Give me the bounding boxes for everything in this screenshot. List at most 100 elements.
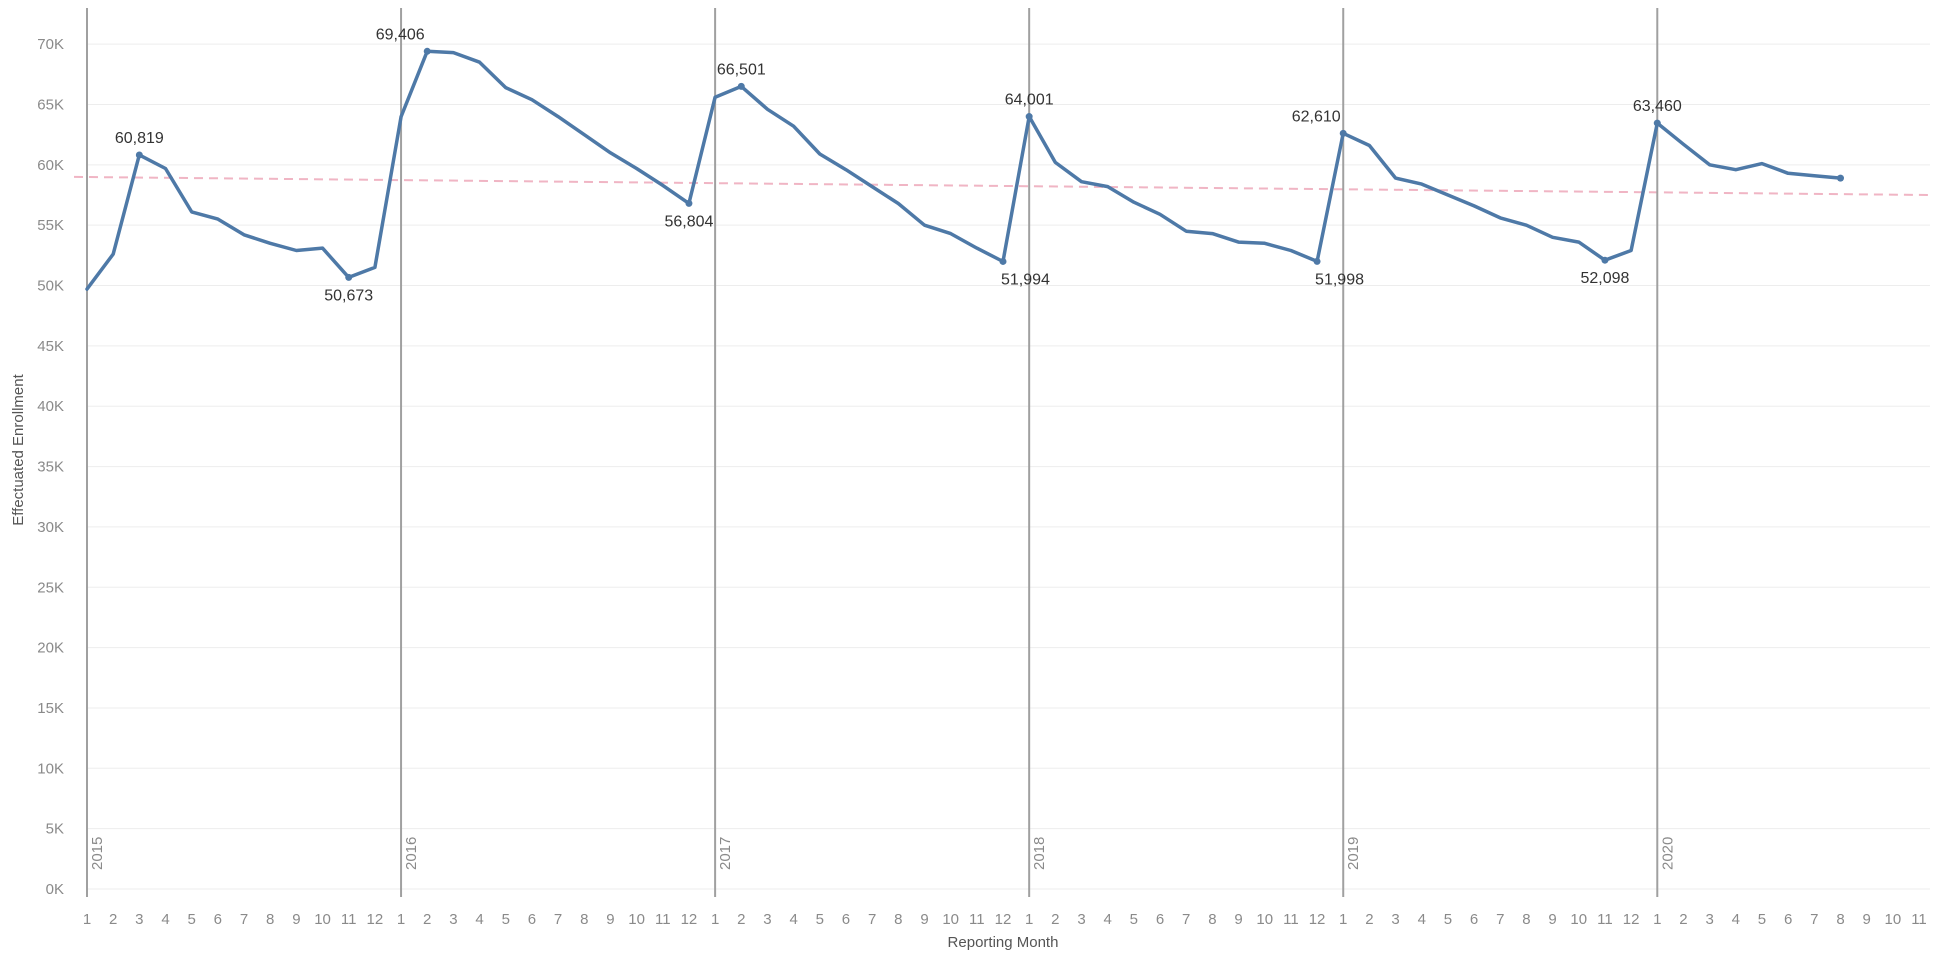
x-tick-label: 9 [292,911,300,928]
x-tick-label: 3 [1077,911,1085,928]
y-tick-label: 60K [37,157,64,174]
data-point [1653,119,1661,127]
x-tick-label: 2 [423,911,431,928]
y-tick-label: 35K [37,459,64,476]
y-tick-label: 5K [46,821,64,838]
x-tick-label: 5 [1130,911,1138,928]
x-tick-label: 2 [737,911,745,928]
x-tick-label: 2 [1365,911,1373,928]
x-tick-label: 4 [789,911,797,928]
y-tick-label: 70K [37,36,64,53]
y-tick-label: 65K [37,96,64,113]
x-tick-label: 11 [1597,911,1613,928]
data-point [685,199,693,207]
year-label: 2016 [403,837,420,870]
x-tick-label: 7 [868,911,876,928]
x-tick-label: 11 [1283,911,1299,928]
x-tick-label: 12 [1309,911,1326,928]
x-tick-label: 9 [1234,911,1242,928]
x-tick-label: 6 [1156,911,1164,928]
x-axis: 1 2 3 4 5 6 7 8 9 10 11 12 1 2 3 4 5 6 7 8 9 10 11 12 1 2 3 4 5 6 7 8 9 1… [83,911,1927,928]
data-label: 64,001 [1005,92,1054,109]
x-tick-label: 9 [606,911,614,928]
x-tick-label: 12 [367,911,384,928]
data-point [345,273,353,281]
x-tick-label: 4 [475,911,483,928]
x-tick-label: 3 [763,911,771,928]
x-tick-label: 4 [1104,911,1112,928]
x-tick-label: 11 [1911,911,1927,928]
x-tick-label: 11 [655,911,671,928]
x-tick-label: 5 [502,911,510,928]
trend-line [73,175,1931,197]
data-label: 60,819 [115,130,164,147]
x-tick-label: 9 [1548,911,1556,928]
y-tick-label: 40K [37,398,64,415]
x-tick-label: 12 [1623,911,1640,928]
gridlines [86,43,1930,890]
x-axis-title: Reporting Month [948,934,1059,951]
x-tick-label: 2 [1679,911,1687,928]
y-tick-label: 55K [37,217,64,234]
x-tick-label: 4 [1418,911,1426,928]
x-tick-label: 4 [1732,911,1740,928]
x-tick-label: 9 [1862,911,1870,928]
data-point [1836,174,1844,182]
x-tick-label: 6 [1470,911,1478,928]
trend-line-layer [73,175,1931,197]
y-tick-label: 0K [46,881,64,898]
x-tick-label: 2 [1051,911,1059,928]
y-tick-label: 25K [37,579,64,596]
data-label: 62,610 [1292,108,1341,125]
data-point [999,257,1007,265]
y-tick-label: 10K [37,760,64,777]
data-label: 66,501 [717,61,766,78]
x-tick-label: 7 [240,911,248,928]
y-tick-label: 20K [37,640,64,657]
x-tick-label: 9 [920,911,928,928]
data-label: 52,098 [1580,270,1629,287]
x-tick-label: 10 [1570,911,1587,928]
data-label: 50,673 [324,287,373,304]
x-tick-label: 6 [214,911,222,928]
x-tick-label: 8 [1208,911,1216,928]
y-tick-label: 30K [37,519,64,536]
x-tick-label: 3 [135,911,143,928]
series-line [85,49,1843,291]
x-tick-label: 4 [161,911,169,928]
x-tick-label: 5 [188,911,196,928]
x-tick-label: 1 [1653,911,1661,928]
x-tick-label: 5 [816,911,824,928]
x-tick-label: 3 [1391,911,1399,928]
x-tick-label: 3 [449,911,457,928]
x-tick-label: 7 [1182,911,1190,928]
x-tick-label: 1 [1339,911,1347,928]
x-tick-label: 6 [842,911,850,928]
x-tick-label: 8 [894,911,902,928]
data-labels: 60,819 50,673 69,406 56,804 66,501 51,994 64,0… [115,26,1682,304]
x-tick-label: 11 [969,911,985,928]
data-point [1339,129,1347,137]
x-tick-label: 12 [995,911,1012,928]
x-tick-label: 2 [109,911,117,928]
x-tick-label: 8 [266,911,274,928]
year-label: 2019 [1345,837,1362,870]
x-tick-label: 11 [341,911,357,928]
year-label: 2015 [89,837,106,870]
x-tick-label: 10 [314,911,331,928]
x-tick-label: 10 [1884,911,1901,928]
data-point [423,47,431,55]
series-layer [85,47,1844,291]
data-label: 51,994 [1001,271,1050,288]
x-tick-label: 5 [1758,911,1766,928]
x-tick-label: 10 [628,911,645,928]
x-tick-label: 5 [1444,911,1452,928]
y-tick-label: 50K [37,278,64,295]
x-tick-label: 7 [1496,911,1504,928]
x-tick-label: 1 [83,911,91,928]
data-point [135,151,143,159]
data-point [1601,256,1609,264]
data-point [1025,113,1033,121]
x-tick-label: 6 [1784,911,1792,928]
